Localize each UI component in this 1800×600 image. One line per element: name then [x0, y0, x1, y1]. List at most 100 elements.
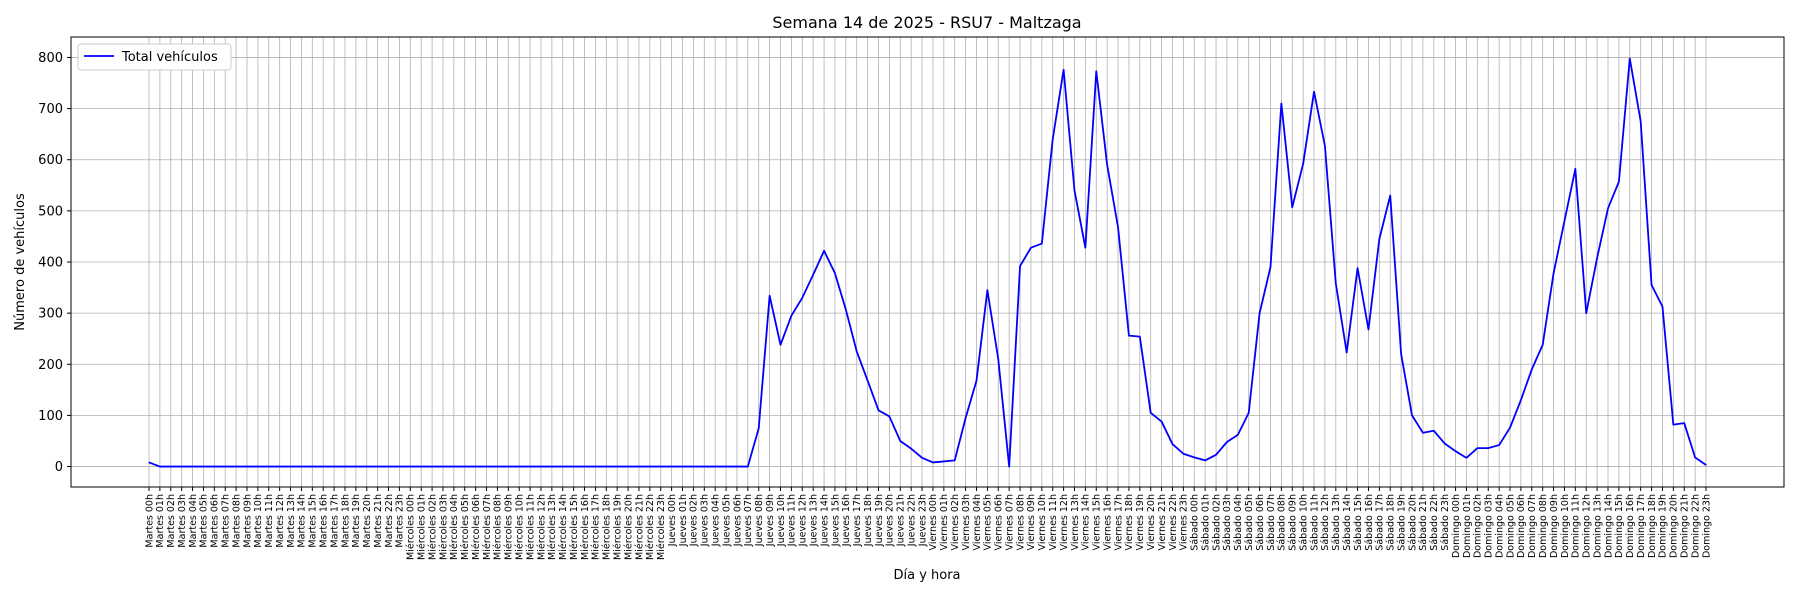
series-line-total-vehiculos — [148, 57, 1707, 468]
x-tick-label: Domingo 07h — [1527, 494, 1538, 558]
y-tick-label: 0 — [55, 460, 63, 475]
data-point — [1509, 427, 1511, 429]
x-tick-label: Viernes 06h — [994, 494, 1005, 550]
x-tick-label: Jueves 14h — [819, 494, 830, 547]
x-tick-label: Martes 11h — [264, 494, 275, 548]
y-tick-label: 800 — [38, 51, 63, 66]
data-point — [1128, 335, 1130, 337]
x-tick-label: Miércoles 08h — [493, 494, 504, 560]
data-point — [1095, 70, 1097, 72]
x-tick-label: Sábado 21h — [1418, 494, 1429, 551]
x-tick-label: Martes 12h — [275, 494, 286, 548]
x-tick-label: Martes 20h — [362, 494, 373, 548]
y-tick-label: 500 — [38, 204, 63, 219]
x-tick-label: Sábado 13h — [1331, 494, 1342, 551]
y-tick-label: 400 — [38, 256, 63, 271]
x-tick-label: Domingo 04h — [1494, 494, 1505, 558]
x-tick-label: Miércoles 06h — [471, 494, 482, 560]
x-tick-label: Miércoles 02h — [427, 494, 438, 560]
data-point — [725, 465, 727, 468]
x-tick-label: Martes 23h — [395, 494, 406, 548]
x-tick-label: Viernes 01h — [939, 494, 950, 550]
x-tick-label: Sábado 23h — [1440, 494, 1451, 551]
x-tick-label: Sábado 19h — [1396, 494, 1407, 551]
data-point — [856, 350, 858, 353]
x-tick-label: Viernes 02h — [950, 494, 961, 550]
data-point — [355, 465, 357, 468]
data-point — [485, 465, 488, 468]
x-tick-label: Martes 17h — [329, 494, 340, 548]
x-tick-label: Miércoles 20h — [623, 494, 634, 560]
data-point — [1498, 444, 1500, 446]
data-point — [943, 460, 945, 463]
data-point — [1324, 145, 1326, 147]
x-tick-label: Domingo 09h — [1549, 494, 1560, 558]
x-tick-label: Martes 22h — [384, 494, 395, 548]
data-point — [649, 465, 651, 468]
data-point — [464, 465, 466, 468]
x-tick-label: Miércoles 10h — [514, 494, 525, 560]
x-tick-label: Viernes 23h — [1179, 494, 1190, 550]
x-tick-label: Martes 10h — [253, 494, 264, 548]
data-point — [1237, 434, 1239, 436]
x-tick-label: Miércoles 00h — [406, 494, 417, 560]
x-tick-label: Miércoles 04h — [449, 494, 460, 560]
x-axis-label: Día y hora — [893, 568, 960, 583]
data-point — [736, 465, 738, 468]
x-tick-label: Sábado 00h — [1190, 494, 1201, 551]
x-tick-label: Miércoles 16h — [580, 494, 591, 560]
data-point — [1574, 168, 1576, 170]
x-tick-label: Miércoles 05h — [460, 494, 471, 560]
data-point — [1650, 284, 1653, 286]
x-tick-label: Viernes 03h — [961, 494, 972, 550]
data-point — [420, 465, 422, 468]
x-tick-label: Jueves 11h — [787, 494, 798, 547]
data-point — [344, 465, 346, 468]
x-tick-label: Miércoles 21h — [634, 494, 645, 560]
legend-label: Total vehículos — [121, 50, 218, 65]
data-point — [1063, 69, 1065, 71]
data-point — [975, 380, 978, 382]
data-point — [997, 358, 999, 360]
data-point — [1400, 353, 1402, 355]
x-tick-label: Jueves 15h — [830, 494, 841, 547]
data-point — [246, 465, 248, 468]
x-tick-label: Jueves 04h — [710, 494, 721, 547]
x-tick-label: Domingo 06h — [1516, 494, 1527, 558]
x-tick-label: Viernes 16h — [1102, 494, 1113, 550]
x-tick-label: Jueves 07h — [743, 494, 754, 547]
data-point — [377, 465, 379, 468]
x-tick-label: Martes 09h — [242, 494, 253, 548]
x-tick-label: Miércoles 13h — [547, 494, 558, 560]
data-point — [475, 465, 477, 468]
data-point — [823, 250, 825, 252]
x-tick-label: Domingo 01h — [1462, 494, 1473, 558]
y-tick-label: 700 — [38, 102, 63, 117]
x-tick-label: Jueves 23h — [917, 494, 928, 547]
x-tick-label: Domingo 18h — [1647, 494, 1658, 558]
x-tick-label: Domingo 00h — [1451, 494, 1462, 558]
data-point — [1302, 163, 1304, 165]
x-tick-label: Sábado 14h — [1342, 494, 1353, 551]
data-point — [311, 465, 313, 468]
data-point — [1106, 164, 1108, 166]
x-tick-label: Jueves 09h — [765, 494, 776, 547]
data-point — [181, 465, 183, 468]
data-point — [551, 465, 553, 468]
data-point — [1563, 220, 1566, 222]
x-tick-label: Jueves 05h — [721, 494, 732, 547]
chart-title: Semana 14 de 2025 - RSU7 - Maltzaga — [772, 13, 1081, 32]
data-point — [518, 465, 520, 468]
data-point — [322, 465, 324, 468]
data-point — [1171, 443, 1174, 445]
data-point — [1705, 464, 1707, 466]
x-tick-label: Viernes 13h — [1070, 494, 1081, 550]
data-point — [605, 465, 607, 468]
data-point — [159, 465, 161, 468]
x-tick-label: Jueves 16h — [841, 494, 852, 547]
x-tick-label: Domingo 22h — [1690, 494, 1701, 558]
y-axis-label: Número de vehículos — [13, 193, 28, 331]
x-tick-label: Sábado 12h — [1320, 494, 1331, 551]
data-point — [268, 465, 270, 468]
